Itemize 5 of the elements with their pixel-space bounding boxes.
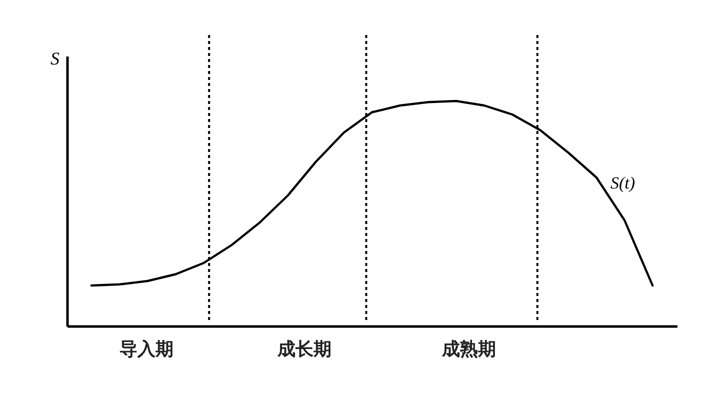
text: 成长期 bbox=[276, 339, 332, 360]
text: 成熟期 bbox=[440, 339, 496, 360]
text: 导入期 bbox=[120, 339, 174, 360]
y-axis-title: S bbox=[50, 48, 60, 68]
series-label: S(t) bbox=[610, 174, 636, 192]
